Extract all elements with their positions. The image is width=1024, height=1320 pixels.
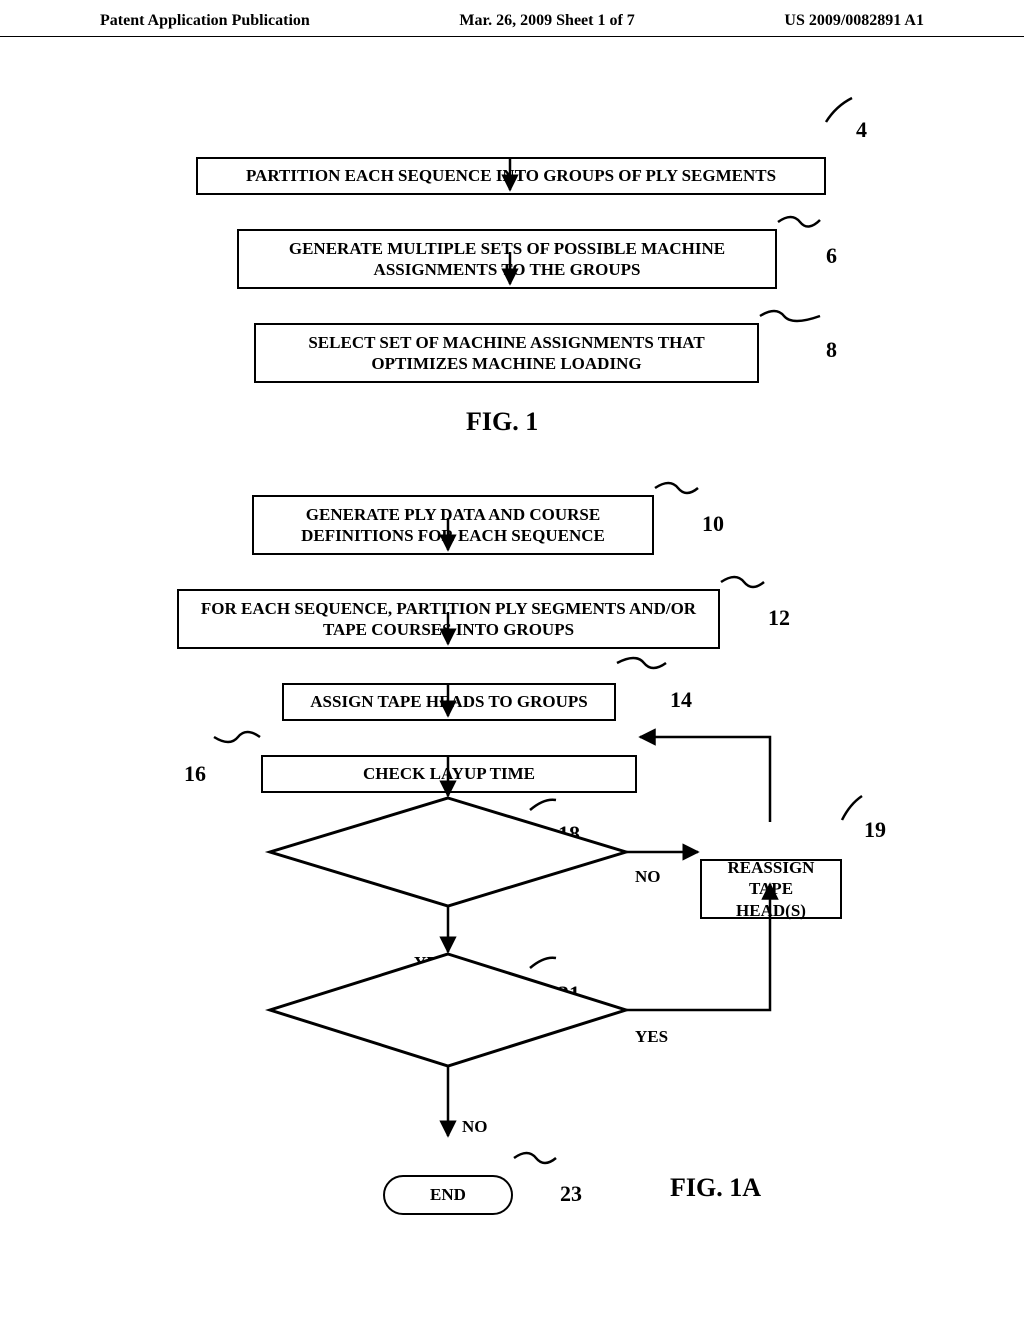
fig1a-ref-18: 18 — [558, 821, 580, 847]
fig1a-ref-21: 21 — [558, 981, 580, 1007]
page-body: PARTITION EACH SEQUENCE INTO GROUPS OF P… — [0, 37, 1024, 1317]
fig1a-title: FIG. 1A — [670, 1173, 761, 1203]
header-right: US 2009/0082891 A1 — [784, 12, 924, 30]
fig1a-d21-yes-label: YES — [635, 1027, 668, 1047]
fig1a-box-generate-ply: GENERATE PLY DATA AND COURSE DEFINITIONS… — [252, 495, 654, 555]
fig1-box-select-set: SELECT SET OF MACHINE ASSIGNMENTS THAT O… — [254, 323, 759, 383]
fig1a-ref-16: 16 — [184, 761, 206, 787]
fig1a-ref-10: 10 — [702, 511, 724, 537]
fig1-box-generate-sets: GENERATE MULTIPLE SETS OF POSSIBLE MACHI… — [237, 229, 777, 289]
fig1a-ref-23: 23 — [560, 1181, 582, 1207]
fig1a-terminator-end: END — [383, 1175, 513, 1215]
fig1-title: FIG. 1 — [466, 407, 538, 437]
fig1a-d18-no-label: NO — [635, 867, 661, 887]
fig1-ref-6: 6 — [826, 243, 837, 269]
fig1a-ref-19: 19 — [864, 817, 886, 843]
fig1a-d21-text: TAPE HEAD COLLISION POSSIBLE ? — [340, 1009, 555, 1049]
fig1a-d21-no-label: NO — [462, 1117, 488, 1137]
fig1-ref-4: 4 — [856, 117, 867, 143]
fig1a-d18-text: MINIMUM LAYUP TIME ACHIEVED ? — [340, 853, 555, 893]
fig1a-box-reassign: REASSIGN TAPE HEAD(S) — [700, 859, 842, 919]
fig1a-box-check-layup: CHECK LAYUP TIME — [261, 755, 637, 793]
fig1a-box-assign: ASSIGN TAPE HEADS TO GROUPS — [282, 683, 616, 721]
fig1a-ref-14: 14 — [670, 687, 692, 713]
fig1-ref-8: 8 — [826, 337, 837, 363]
fig1-box-partition: PARTITION EACH SEQUENCE INTO GROUPS OF P… — [196, 157, 826, 195]
fig1a-box-partition: FOR EACH SEQUENCE, PARTITION PLY SEGMENT… — [177, 589, 720, 649]
header-center: Mar. 26, 2009 Sheet 1 of 7 — [459, 12, 634, 30]
header-left: Patent Application Publication — [100, 12, 310, 30]
fig1a-d18-yes-label: YES — [414, 953, 447, 973]
fig1a-ref-12: 12 — [768, 605, 790, 631]
page-header: Patent Application Publication Mar. 26, … — [0, 0, 1024, 37]
